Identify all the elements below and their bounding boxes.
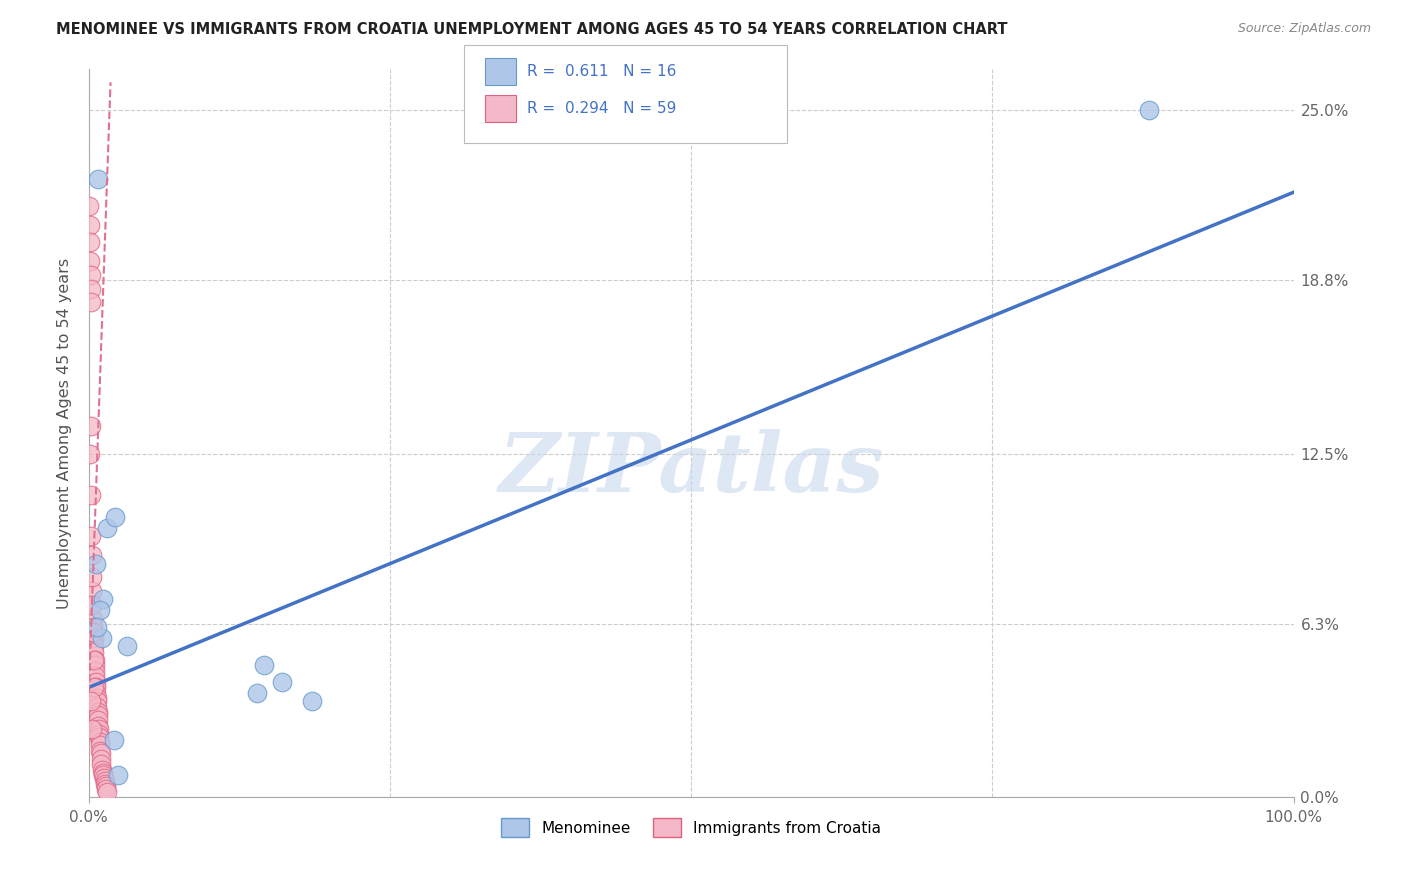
Point — [80, 282, 103, 296]
Point — [91, 768, 114, 782]
Point — [84, 681, 107, 695]
Point — [90, 747, 112, 761]
Text: R =  0.611   N = 16: R = 0.611 N = 16 — [527, 64, 676, 78]
Point — [83, 645, 105, 659]
Point — [79, 235, 101, 249]
Point — [83, 653, 105, 667]
Point — [270, 674, 292, 689]
Point — [84, 669, 107, 683]
Point — [90, 757, 112, 772]
Point — [86, 620, 108, 634]
Point — [83, 653, 105, 667]
Point — [79, 488, 101, 502]
Point — [86, 705, 108, 719]
Point — [89, 735, 111, 749]
Point — [93, 773, 115, 788]
Point — [82, 612, 104, 626]
Point — [82, 620, 104, 634]
Point — [91, 765, 114, 780]
Legend: Menominee, Immigrants from Croatia: Menominee, Immigrants from Croatia — [494, 811, 889, 845]
Point — [79, 447, 101, 461]
Point — [80, 570, 103, 584]
Point — [82, 625, 104, 640]
Point — [246, 686, 269, 700]
Text: Source: ZipAtlas.com: Source: ZipAtlas.com — [1237, 22, 1371, 36]
Point — [96, 782, 118, 797]
Point — [84, 674, 107, 689]
Point — [80, 549, 103, 563]
Point — [91, 592, 114, 607]
Point — [79, 254, 101, 268]
Point — [83, 639, 105, 653]
Point — [107, 768, 129, 782]
Point — [89, 603, 111, 617]
Point — [79, 219, 101, 233]
Point — [96, 521, 118, 535]
Point — [89, 744, 111, 758]
Point — [82, 625, 104, 640]
Text: MENOMINEE VS IMMIGRANTS FROM CROATIA UNEMPLOYMENT AMONG AGES 45 TO 54 YEARS CORR: MENOMINEE VS IMMIGRANTS FROM CROATIA UNE… — [56, 22, 1008, 37]
Point — [86, 699, 108, 714]
Point — [82, 598, 104, 612]
Point — [80, 419, 103, 434]
Point — [83, 658, 105, 673]
Point — [87, 719, 110, 733]
Point — [301, 694, 323, 708]
Point — [87, 727, 110, 741]
Point — [89, 738, 111, 752]
Point — [79, 268, 101, 282]
Point — [84, 557, 107, 571]
Point — [84, 664, 107, 678]
Point — [89, 730, 111, 744]
Point — [87, 722, 110, 736]
Point — [83, 681, 105, 695]
Point — [117, 639, 139, 653]
Point — [86, 694, 108, 708]
Point — [80, 295, 103, 310]
Y-axis label: Unemployment Among Ages 45 to 54 years: Unemployment Among Ages 45 to 54 years — [58, 258, 72, 608]
Point — [103, 732, 125, 747]
Point — [94, 777, 117, 791]
Text: R =  0.294   N = 59: R = 0.294 N = 59 — [527, 102, 676, 116]
Point — [86, 686, 108, 700]
Point — [82, 584, 104, 599]
Point — [82, 722, 104, 736]
Point — [87, 707, 110, 722]
Text: ZIPatlas: ZIPatlas — [498, 429, 884, 509]
Point — [87, 714, 110, 728]
Point — [86, 691, 108, 706]
Point — [93, 771, 115, 785]
Point — [90, 752, 112, 766]
Point — [96, 785, 118, 799]
Point — [79, 199, 101, 213]
Point — [87, 171, 110, 186]
Point — [80, 694, 103, 708]
Point — [91, 631, 114, 645]
Point — [91, 763, 114, 777]
Point — [252, 658, 274, 673]
Point — [80, 529, 103, 543]
Point — [82, 598, 104, 612]
Point — [1137, 103, 1160, 117]
Point — [94, 780, 117, 794]
Point — [104, 509, 127, 524]
Point — [83, 631, 105, 645]
